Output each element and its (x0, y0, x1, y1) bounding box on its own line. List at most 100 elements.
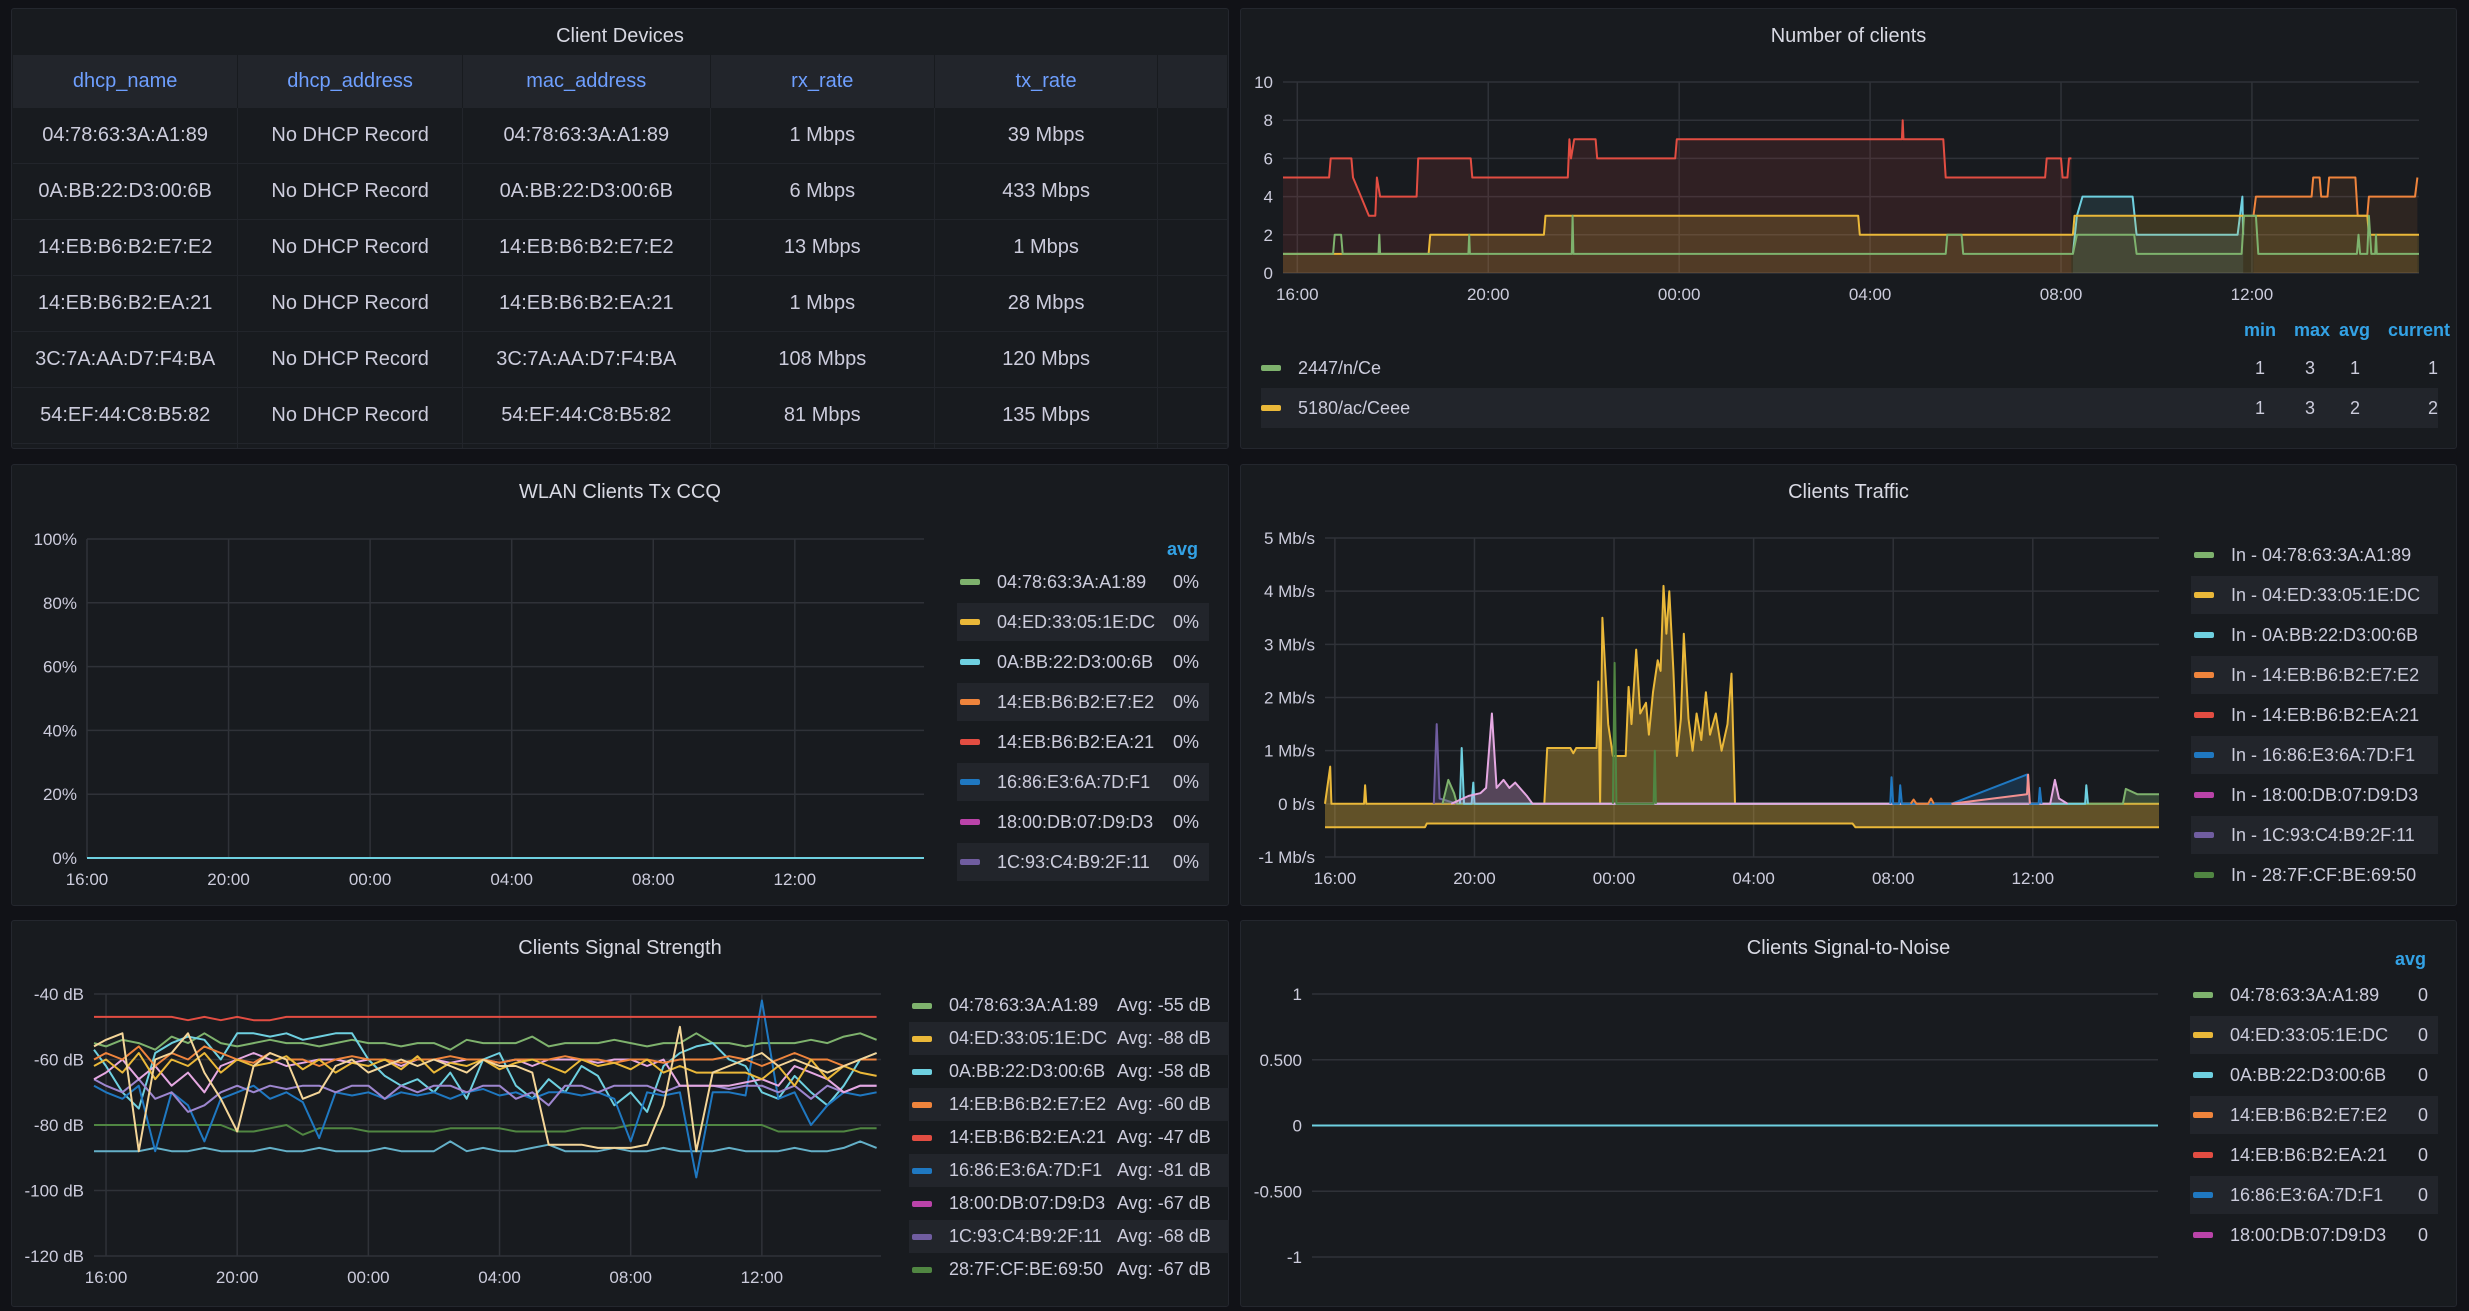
cell-clipped (1157, 331, 1228, 388)
legend-item[interactable]: 14:EB:B6:B2:EA:21 0 (2190, 1136, 2438, 1174)
legend-swatch-icon (2193, 992, 2213, 998)
column-header-dhcp-address[interactable]: dhcp_address (237, 55, 463, 108)
legend-item[interactable]: In - 04:ED:33:05:1E:DC (2191, 576, 2438, 614)
legend-min-value: 1 (2254, 397, 2265, 418)
legend-avg-value: 2 (2349, 397, 2360, 418)
legend-item[interactable]: 04:78:63:3A:A1:89 0% (957, 563, 1209, 601)
legend-item[interactable]: 0A:BB:22:D3:00:6B 0% (957, 643, 1209, 681)
legend-item[interactable]: 16:86:E3:6A:7D:F1 Avg: -81 dB (909, 1154, 1229, 1187)
legend-item[interactable]: 18:00:DB:07:D9:D3 0% (957, 803, 1209, 841)
legend-item[interactable]: In - 14:EB:B6:B2:EA:21 (2191, 696, 2438, 734)
legend-header-min[interactable]: min (2244, 320, 2277, 340)
legend-item[interactable]: 04:ED:33:05:1E:DC Avg: -88 dB (909, 1022, 1229, 1055)
cell-clipped (1157, 387, 1228, 444)
legend-label: In - 18:00:DB:07:D9:D3 (2231, 784, 2419, 805)
legend: min max avg current 2447/n/Ce 1 3 1 1 5180/ac/Cee… (1241, 9, 2456, 448)
legend-swatch-icon (912, 1134, 932, 1141)
legend-label: 16:86:E3:6A:7D:F1 (949, 1160, 1103, 1180)
legend-item[interactable]: 0A:BB:22:D3:00:6B 0 (2190, 1056, 2438, 1094)
legend-item[interactable]: 14:EB:B6:B2:E7:E2 0 (2190, 1096, 2438, 1134)
column-header-tx-rate[interactable]: tx_rate (934, 55, 1159, 108)
legend-item[interactable]: 18:00:DB:07:D9:D3 Avg: -67 dB (909, 1187, 1229, 1220)
cell-clipped (1157, 108, 1228, 164)
legend-value: 0% (1172, 691, 1199, 712)
cell-tx-rate: 135 Mbps (934, 387, 1159, 444)
legend-item[interactable]: 14:EB:B6:B2:E7:E2 0% (957, 683, 1209, 721)
legend-item[interactable]: 2447/n/Ce 1 3 1 1 (1261, 348, 2438, 388)
legend-swatch-icon (912, 1068, 932, 1075)
table-row: 14:EB:B6:B2:EA:21 No DHCP Record 14:EB:B6:… (13, 275, 1228, 332)
legend-item[interactable]: 16:86:E3:6A:7D:F1 0% (957, 763, 1209, 801)
column-header-mac-address[interactable]: mac_address (462, 55, 711, 108)
legend-swatch-icon (2193, 1112, 2213, 1118)
legend-value: 0 (2417, 1144, 2428, 1165)
legend-label: 18:00:DB:07:D9:D3 (2230, 1224, 2387, 1245)
legend-label: 2447/n/Ce (1298, 357, 1382, 378)
cell-empty (710, 443, 935, 448)
table-row: 54:EF:44:C8:B5:82 No DHCP Record 54:EF:44:… (13, 387, 1228, 444)
legend-label: 0A:BB:22:D3:00:6B (2230, 1064, 2387, 1085)
legend-header-avg[interactable]: avg (2339, 320, 2371, 340)
cell-rx-rate: 1 Mbps (710, 108, 935, 164)
legend-swatch-icon (1261, 365, 1281, 371)
legend-item[interactable]: In - 14:EB:B6:B2:E7:E2 (2191, 656, 2438, 694)
cell-tx-rate: 1 Mbps (934, 219, 1159, 276)
legend-label: In - 28:7F:CF:BE:69:50 (2231, 864, 2417, 885)
legend-item[interactable]: 0A:BB:22:D3:00:6B Avg: -58 dB (909, 1055, 1229, 1088)
legend-item[interactable]: 1C:93:C4:B9:2F:11 0% (957, 843, 1209, 881)
legend-item[interactable]: 1C:93:C4:B9:2F:11 Avg: -68 dB (909, 1220, 1229, 1253)
legend-header-avg[interactable]: avg (1167, 539, 1199, 559)
legend-max-value: 3 (2304, 397, 2315, 418)
legend-item[interactable]: 04:78:63:3A:A1:89 Avg: -55 dB (909, 989, 1229, 1022)
legend-item[interactable]: 04:ED:33:05:1E:DC 0% (957, 603, 1209, 641)
legend-swatch-icon (912, 1266, 932, 1273)
legend-item[interactable]: 14:EB:B6:B2:E7:E2 Avg: -60 dB (909, 1088, 1229, 1121)
legend-label: 04:78:63:3A:A1:89 (2230, 984, 2380, 1005)
legend-item[interactable]: In - 18:00:DB:07:D9:D3 (2191, 776, 2438, 814)
legend-item[interactable]: 14:EB:B6:B2:EA:21 0% (957, 723, 1209, 761)
legend-swatch-icon (2193, 1192, 2213, 1198)
legend-item[interactable]: In - 1C:93:C4:B9:2F:11 (2191, 816, 2438, 854)
legend-swatch-icon (960, 739, 980, 745)
legend-item[interactable]: In - 28:7F:CF:BE:69:50 (2191, 856, 2438, 894)
legend-label: 14:EB:B6:B2:E7:E2 (949, 1094, 1107, 1114)
cell-rx-rate: 108 Mbps (710, 331, 935, 388)
legend-label: 1C:93:C4:B9:2F:11 (949, 1226, 1102, 1246)
legend-label: 0A:BB:22:D3:00:6B (949, 1061, 1106, 1081)
legend: In - 04:78:63:3A:A1:89 In - 04:ED:33:05:1… (1241, 465, 2456, 905)
legend-label: 04:ED:33:05:1E:DC (997, 611, 1156, 632)
legend-header-current[interactable]: current (2388, 320, 2451, 340)
legend-header-max[interactable]: max (2294, 320, 2331, 340)
legend-item[interactable]: 16:86:E3:6A:7D:F1 0 (2190, 1176, 2438, 1214)
cell-clipped (1157, 163, 1228, 220)
legend-item[interactable]: 14:EB:B6:B2:EA:21 Avg: -47 dB (909, 1121, 1229, 1154)
cell-dhcp-address: No DHCP Record (237, 387, 463, 444)
legend-item[interactable]: In - 04:78:63:3A:A1:89 (2191, 536, 2438, 574)
legend-current-value: 2 (2427, 397, 2438, 418)
legend-label: 16:86:E3:6A:7D:F1 (997, 771, 1151, 792)
legend-header-avg[interactable]: avg (2395, 949, 2427, 969)
legend-label: In - 04:78:63:3A:A1:89 (2231, 544, 2412, 565)
legend-value: 0% (1172, 771, 1199, 792)
cell-dhcp-name: 14:EB:B6:B2:E7:E2 (13, 219, 239, 276)
legend-label: 16:86:E3:6A:7D:F1 (2230, 1184, 2384, 1205)
legend-swatch-icon (2193, 1152, 2213, 1158)
column-header-dhcp-name[interactable]: dhcp_name (13, 55, 239, 108)
legend-item[interactable]: 04:ED:33:05:1E:DC 0 (2190, 1016, 2438, 1054)
legend-item[interactable]: In - 0A:BB:22:D3:00:6B (2191, 616, 2438, 654)
legend-item[interactable]: 18:00:DB:07:D9:D3 0 (2190, 1216, 2438, 1254)
cell-empty (934, 443, 1159, 448)
legend-swatch-icon (912, 1002, 932, 1009)
column-header-rx-rate[interactable]: rx_rate (710, 55, 935, 108)
legend-item[interactable]: 04:78:63:3A:A1:89 0 (2190, 976, 2438, 1014)
wlan-ccq-panel: WLAN Clients Tx CCQ avg 04:78:63:3A:A1:89… (11, 464, 1229, 906)
legend-swatch-icon (2194, 752, 2214, 758)
legend-swatch-icon (912, 1200, 932, 1207)
legend-value: Avg: -60 dB (1117, 1094, 1211, 1114)
legend-item[interactable]: In - 16:86:E3:6A:7D:F1 (2191, 736, 2438, 774)
legend-label: 18:00:DB:07:D9:D3 (949, 1193, 1106, 1213)
legend-item[interactable]: 5180/ac/Ceee 1 3 2 2 (1261, 388, 2438, 428)
legend-swatch-icon (912, 1035, 932, 1042)
legend-item[interactable]: 28:7F:CF:BE:69:50 Avg: -67 dB (909, 1253, 1229, 1286)
panel-title: Client Devices (556, 25, 684, 47)
